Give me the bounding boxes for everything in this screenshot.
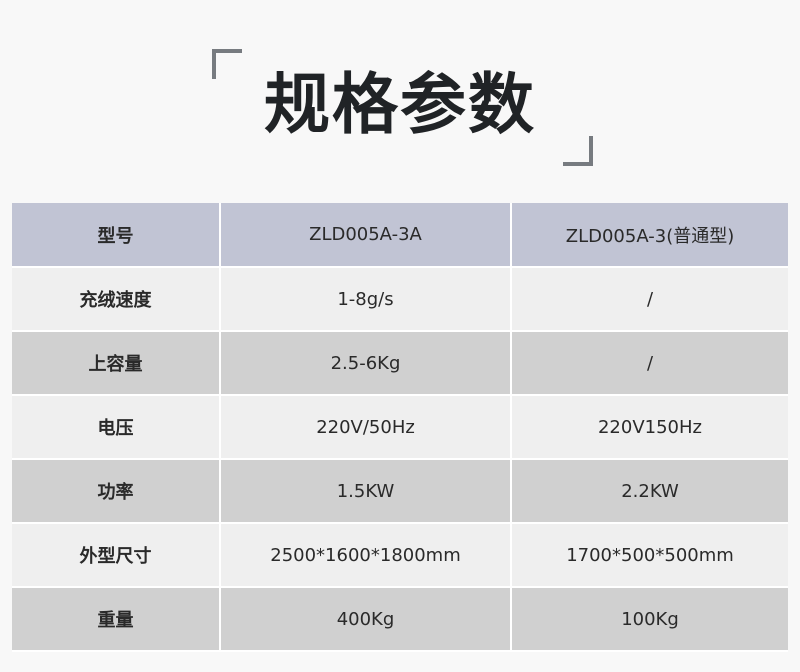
value-cell: 1.5KW	[219, 458, 512, 524]
row-label-cell: 电压	[12, 394, 221, 460]
spec-table: 型号 ZLD005A-3A ZLD005A-3(普通型) 充绒速度 1-8g/s /…	[12, 203, 788, 652]
table-row: 外型尺寸 2500*1600*1800mm 1700*500*500mm	[12, 522, 788, 588]
table-row: 充绒速度 1-8g/s /	[12, 266, 788, 332]
value-cell: /	[510, 330, 788, 396]
value-cell: /	[510, 266, 788, 332]
row-label-cell: 功率	[12, 458, 221, 524]
header-cell: 型号	[12, 203, 221, 268]
value-cell: 1700*500*500mm	[510, 522, 788, 588]
table-row: 功率 1.5KW 2.2KW	[12, 458, 788, 524]
header-cell: ZLD005A-3A	[219, 203, 512, 268]
page-title: 规格参数	[264, 66, 536, 143]
row-label-cell: 上容量	[12, 330, 221, 396]
header-cell: ZLD005A-3(普通型)	[510, 203, 788, 268]
table-header-row: 型号 ZLD005A-3A ZLD005A-3(普通型)	[12, 203, 788, 268]
value-cell: 400Kg	[219, 586, 512, 652]
corner-bracket-top-left	[212, 49, 242, 79]
value-cell: 1-8g/s	[219, 266, 512, 332]
value-cell: 2500*1600*1800mm	[219, 522, 512, 588]
row-label-cell: 重量	[12, 586, 221, 652]
table-row: 上容量 2.5-6Kg /	[12, 330, 788, 396]
table-row: 电压 220V/50Hz 220V150Hz	[12, 394, 788, 460]
value-cell: 220V150Hz	[510, 394, 788, 460]
table-row: 重量 400Kg 100Kg	[12, 586, 788, 652]
corner-bracket-bottom-right	[563, 136, 593, 166]
value-cell: 2.5-6Kg	[219, 330, 512, 396]
value-cell: 220V/50Hz	[219, 394, 512, 460]
value-cell: 2.2KW	[510, 458, 788, 524]
value-cell: 100Kg	[510, 586, 788, 652]
row-label-cell: 充绒速度	[12, 266, 221, 332]
row-label-cell: 外型尺寸	[12, 522, 221, 588]
